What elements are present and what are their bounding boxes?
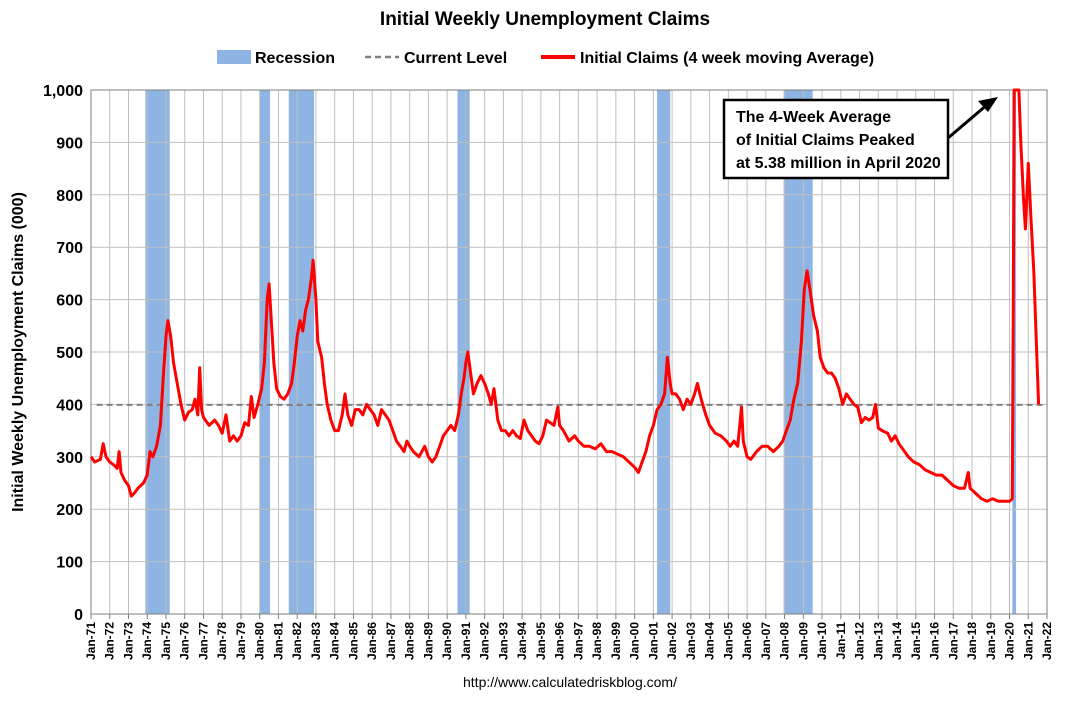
series-layer (89, 88, 1041, 503)
x-tick-label-21: Jan-92 (478, 622, 492, 660)
y-tick-label-5: 500 (56, 345, 83, 362)
y-tick-label-3: 300 (56, 450, 83, 467)
annotation-arrow-shaft (947, 102, 989, 140)
x-tick-label-41: Jan-12 (853, 622, 867, 660)
x-tick-label-31: Jan-02 (665, 622, 679, 660)
x-tick-label-22: Jan-93 (496, 622, 510, 660)
x-tick-label-15: Jan-86 (365, 622, 379, 660)
x-tick-label-14: Jan-85 (346, 622, 360, 660)
x-tick-label-33: Jan-04 (703, 622, 717, 660)
x-tick-label-44: Jan-15 (909, 622, 923, 660)
x-tick-label-47: Jan-18 (965, 622, 979, 660)
x-tick-label-20: Jan-91 (459, 622, 473, 660)
x-tick-label-40: Jan-11 (834, 622, 848, 660)
x-tick-label-11: Jan-82 (290, 622, 304, 660)
legend: Recession Current Level Initial Claims (… (217, 50, 874, 67)
x-tick-label-12: Jan-83 (309, 622, 323, 660)
y-tick-label-7: 700 (56, 240, 83, 257)
x-tick-label-45: Jan-16 (928, 622, 942, 660)
x-tick-label-25: Jan-96 (553, 622, 567, 660)
x-tick-label-23: Jan-94 (515, 622, 529, 660)
x-tick-label-48: Jan-19 (984, 622, 998, 660)
x-tick-label-39: Jan-10 (815, 622, 829, 660)
x-tick-label-9: Jan-80 (253, 622, 267, 660)
x-tick-label-17: Jan-88 (403, 622, 417, 660)
x-tick-label-32: Jan-03 (684, 622, 698, 660)
y-axis-ticks: 0 100 200 300 400 500 600 700 800 900 1,000 (43, 83, 83, 624)
y-tick-label-10: 1,000 (43, 83, 83, 100)
x-tick-label-3: Jan-74 (140, 622, 154, 660)
x-tick-label-42: Jan-13 (871, 622, 885, 660)
x-tick-label-35: Jan-06 (740, 622, 754, 660)
plot-area (90, 89, 1048, 615)
x-tick-label-2: Jan-73 (121, 622, 135, 660)
y-axis-label: Initial Weekly Unemployment Claims (000) (10, 192, 27, 512)
x-tick-label-8: Jan-79 (234, 622, 248, 660)
source-url: http://www.calculatedriskblog.com/ (463, 674, 677, 690)
x-tick-label-4: Jan-75 (159, 622, 173, 660)
annotation-line-3: at 5.38 million in April 2020 (736, 155, 941, 172)
x-tick-label-38: Jan-09 (796, 622, 810, 660)
chart-title: Initial Weekly Unemployment Claims (380, 9, 710, 30)
legend-recession-swatch (217, 50, 251, 64)
x-tick-label-43: Jan-14 (890, 622, 904, 660)
y-tick-label-6: 600 (56, 293, 83, 310)
x-tick-label-6: Jan-77 (196, 622, 210, 660)
x-tick-label-34: Jan-05 (721, 622, 735, 660)
y-tick-label-8: 800 (56, 188, 83, 205)
x-tick-label-0: Jan-71 (84, 622, 98, 660)
x-tick-label-5: Jan-76 (178, 622, 192, 660)
annotation: The 4-Week Average of Initial Claims Pea… (722, 97, 998, 180)
x-tick-label-29: Jan-00 (628, 622, 642, 660)
x-tick-label-13: Jan-84 (328, 622, 342, 660)
x-tick-label-1: Jan-72 (103, 622, 117, 660)
y-tick-label-2: 200 (56, 502, 83, 519)
x-tick-label-26: Jan-97 (571, 622, 585, 660)
x-tick-label-24: Jan-95 (534, 622, 548, 660)
x-tick-label-19: Jan-90 (440, 622, 454, 660)
y-tick-label-4: 400 (56, 397, 83, 414)
x-tick-label-50: Jan-21 (1021, 622, 1035, 660)
legend-claims-label: Initial Claims (4 week moving Average) (580, 50, 874, 67)
x-axis-ticks: Jan-71 Jan-72 Jan-73 Jan-74 Jan-75 Jan-76 Jan-… (84, 614, 1054, 660)
annotation-arrow-head (978, 97, 998, 112)
x-tick-label-18: Jan-89 (421, 622, 435, 660)
x-tick-label-51: Jan-22 (1040, 622, 1054, 660)
y-tick-label-9: 900 (56, 135, 83, 152)
x-tick-label-49: Jan-20 (1003, 622, 1017, 660)
y-tick-label-0: 0 (74, 607, 83, 624)
annotation-line-1: The 4-Week Average (736, 109, 891, 126)
annotation-line-2: of Initial Claims Peaked (736, 132, 915, 149)
x-tick-label-27: Jan-98 (590, 622, 604, 660)
x-tick-label-10: Jan-81 (271, 622, 285, 660)
legend-recession-label: Recession (255, 50, 335, 67)
x-tick-label-30: Jan-01 (646, 622, 660, 660)
x-tick-label-7: Jan-78 (215, 622, 229, 660)
x-tick-label-16: Jan-87 (384, 622, 398, 660)
x-tick-label-28: Jan-99 (609, 622, 623, 660)
x-tick-label-37: Jan-08 (778, 622, 792, 660)
series-line-0 (89, 88, 1041, 503)
x-tick-label-46: Jan-17 (946, 622, 960, 660)
x-tick-label-36: Jan-07 (759, 622, 773, 660)
legend-current-level-label: Current Level (404, 50, 507, 67)
annotation-box (722, 98, 950, 180)
y-tick-label-1: 100 (56, 555, 83, 572)
